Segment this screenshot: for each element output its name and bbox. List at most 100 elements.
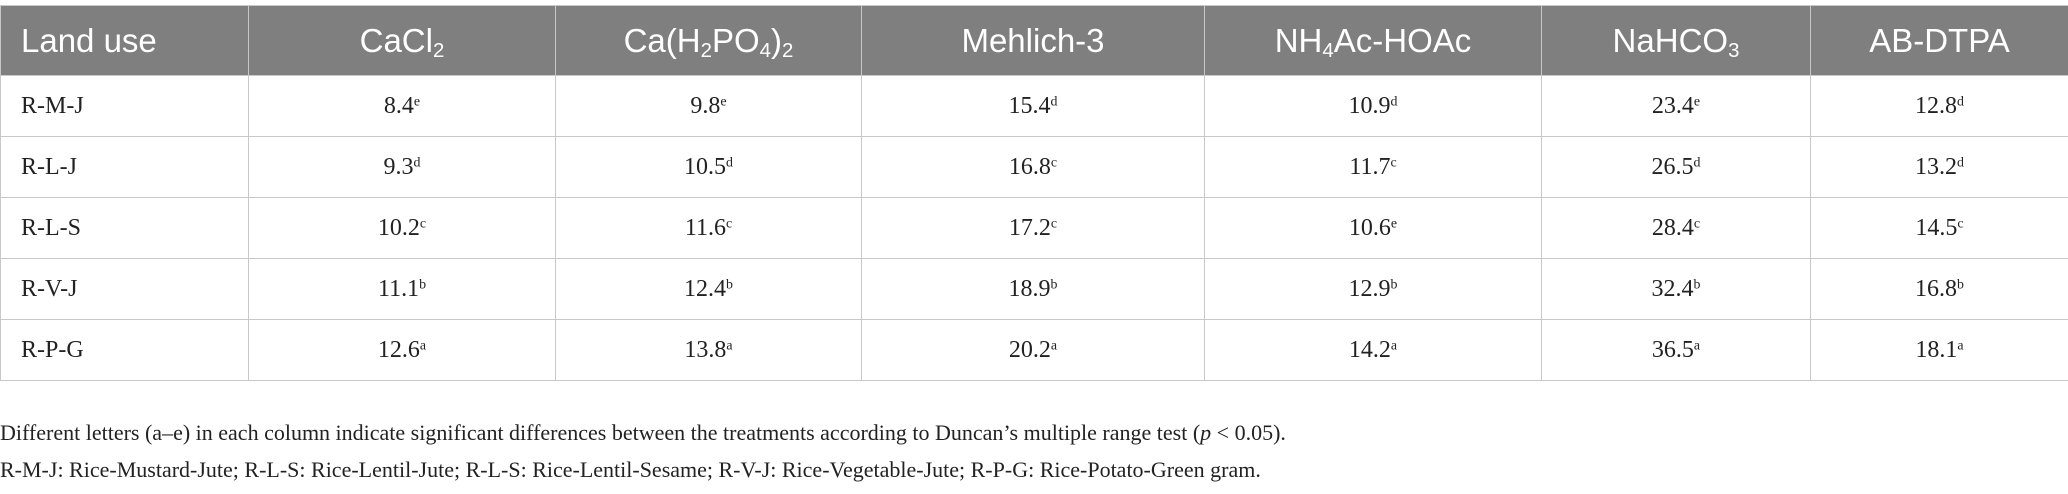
table-cell: 16.8c — [861, 136, 1205, 198]
text: R-M-J: Rice-Mustard-Jute; R-L-S: Rice-Le… — [0, 457, 1261, 482]
significance-letter: c — [1050, 154, 1058, 170]
text: PO — [711, 21, 760, 59]
table-cell: 11.1b — [248, 258, 556, 320]
significance-letter: e — [720, 93, 727, 109]
column-header: Ca(H2PO4)2 — [555, 5, 862, 76]
table-cell: 18.1a — [1810, 319, 2068, 381]
cell-value: 18.1 — [1915, 336, 1958, 363]
cell-value: 16.8 — [1915, 275, 1958, 302]
label-text: R-L-S — [21, 214, 81, 241]
significance-letter: b — [1693, 276, 1701, 292]
significance-letter: b — [726, 276, 733, 292]
column-header: NH4Ac-HOAc — [1204, 5, 1542, 76]
cell-value: 12.9 — [1348, 275, 1391, 302]
text: Mehlich-3 — [961, 21, 1105, 59]
significance-letter: d — [1693, 154, 1701, 170]
cell-value: 17.2 — [1008, 214, 1051, 241]
significance-letter: d — [1957, 93, 1964, 109]
significance-letter: a — [1693, 337, 1701, 353]
cell-value: 28.4 — [1651, 214, 1694, 241]
label-text: R-V-J — [21, 275, 78, 302]
subscript: 4 — [1322, 38, 1334, 62]
text: NH — [1274, 21, 1323, 59]
row-label: R-L-J — [0, 136, 249, 198]
column-header: Land use — [0, 5, 249, 76]
table-cell: 11.7c — [1204, 136, 1542, 198]
significance-letter: a — [1957, 337, 1964, 353]
table-cell: 8.4e — [248, 75, 556, 137]
subscript: 4 — [759, 38, 772, 62]
column-header: AB-DTPA — [1810, 5, 2068, 76]
significance-letter: c — [1050, 215, 1058, 231]
table-cell: 12.6a — [248, 319, 556, 381]
row-label: R-P-G — [0, 319, 249, 381]
significance-letter: d — [413, 154, 421, 170]
significance-letter: d — [1390, 93, 1398, 109]
significance-letter: b — [1050, 276, 1058, 292]
significance-letter: e — [1390, 215, 1398, 231]
table-cell: 12.8d — [1810, 75, 2068, 137]
row-label: R-V-J — [0, 258, 249, 320]
table-cell: 18.9b — [861, 258, 1205, 320]
table-row: R-L-J 9.3d 10.5d 16.8c 11.7c 26.5d 13.2d — [0, 136, 2068, 198]
subscript: 3 — [1728, 38, 1740, 62]
text: NaHCO — [1612, 21, 1729, 59]
cell-value: 14.2 — [1348, 336, 1391, 363]
cell-value: 18.9 — [1008, 275, 1051, 302]
significance-letter: b — [1957, 276, 1964, 292]
table-cell: 9.8e — [555, 75, 862, 137]
cell-value: 20.2 — [1008, 336, 1051, 363]
table-cell: 14.5c — [1810, 197, 2068, 259]
text: Different letters (a–e) in each column i… — [0, 420, 1201, 445]
cell-value: 13.2 — [1915, 153, 1958, 180]
cell-value: 11.7 — [1349, 153, 1391, 180]
significance-letter: a — [1390, 337, 1398, 353]
column-header: CaCl2 — [248, 5, 556, 76]
column-header: Mehlich-3 — [861, 5, 1205, 76]
significance-letter: c — [1693, 215, 1701, 231]
subscript: 2 — [782, 38, 794, 62]
table-row: R-V-J 11.1b 12.4b 18.9b 12.9b 32.4b 16.8b — [0, 258, 2068, 320]
table-row: R-M-J 8.4e 9.8e 15.4d 10.9d 23.4e 12.8d — [0, 75, 2068, 137]
subscript: 2 — [432, 38, 445, 62]
table-cell: 17.2c — [861, 197, 1205, 259]
text: Ca(H — [623, 21, 701, 59]
table-row: R-L-S 10.2c 11.6c 17.2c 10.6e 28.4c 14.5c — [0, 197, 2068, 259]
cell-value: 16.8 — [1008, 153, 1051, 180]
data-table: Land use CaCl2 Ca(H2PO4)2 Mehlich-3 NH4Ac-HO… — [0, 5, 2068, 381]
significance-letter: d — [1050, 93, 1058, 109]
cell-value: 23.4 — [1651, 92, 1694, 119]
cell-value: 13.8 — [684, 336, 727, 363]
significance-letter: c — [725, 215, 733, 231]
significance-letter: e — [413, 93, 421, 109]
cell-value: 9.8 — [690, 92, 721, 119]
cell-value: 36.5 — [1651, 336, 1694, 363]
significance-letter: b — [1390, 276, 1398, 292]
significance-letter: d — [726, 154, 733, 170]
cell-value: 8.4 — [383, 92, 414, 119]
text: Land use — [21, 21, 157, 59]
table-cell: 13.8a — [555, 319, 862, 381]
label-text: R-P-G — [21, 336, 84, 363]
table-cell: 10.5d — [555, 136, 862, 198]
significance-letter: e — [1693, 93, 1701, 109]
text: AB-DTPA — [1869, 21, 2010, 59]
italic-text: p — [1200, 420, 1212, 445]
table-cell: 11.6c — [555, 197, 862, 259]
table-cell: 26.5d — [1541, 136, 1811, 198]
text: ) — [771, 21, 783, 59]
cell-value: 14.5 — [1915, 214, 1958, 241]
table-cell: 32.4b — [1541, 258, 1811, 320]
text: < 0.05). — [1211, 420, 1286, 445]
table-cell: 12.4b — [555, 258, 862, 320]
cell-value: 15.4 — [1008, 92, 1051, 119]
cell-value: 11.1 — [377, 275, 420, 302]
cell-value: 32.4 — [1651, 275, 1694, 302]
label-text: R-M-J — [21, 92, 84, 119]
table-cell: 20.2a — [861, 319, 1205, 381]
footnote: R-M-J: Rice-Mustard-Jute; R-L-S: Rice-Le… — [0, 457, 1261, 483]
table-cell: 15.4d — [861, 75, 1205, 137]
subscript: 2 — [700, 38, 712, 62]
cell-value: 10.9 — [1348, 92, 1391, 119]
